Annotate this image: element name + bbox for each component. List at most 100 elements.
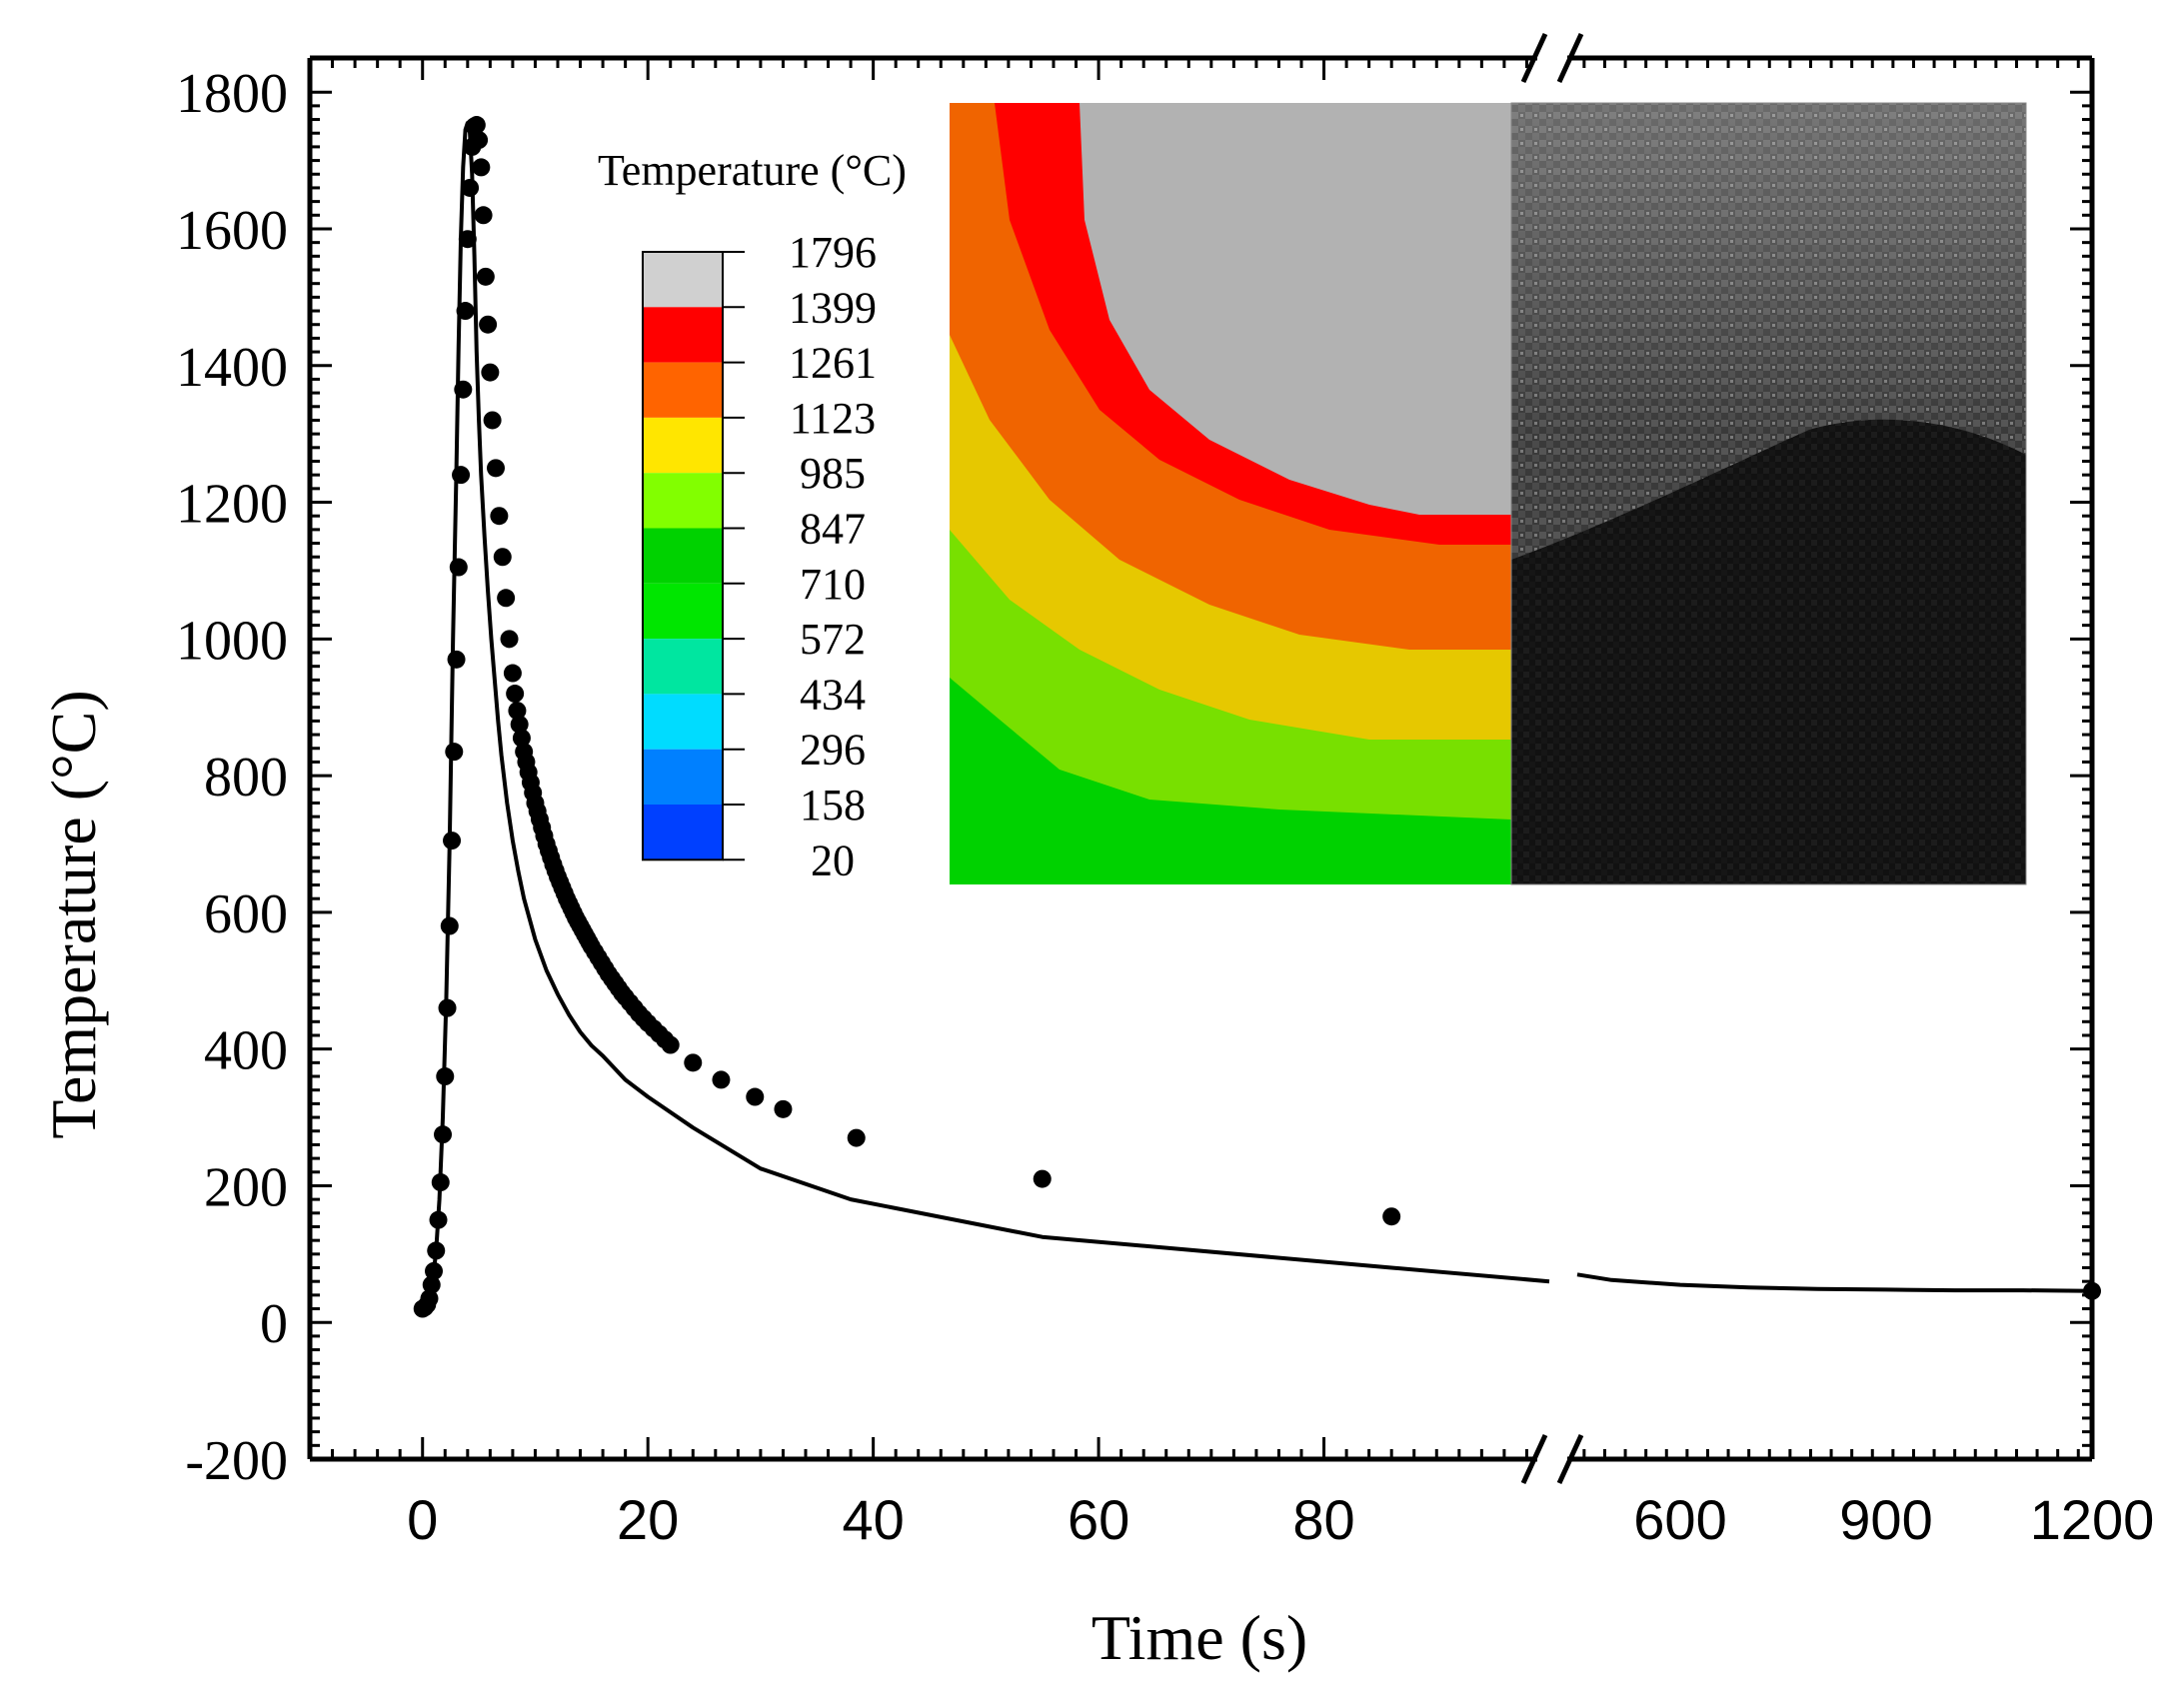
legend-value: 985 xyxy=(800,449,866,498)
data-point xyxy=(1382,1207,1401,1226)
legend-swatch xyxy=(643,362,723,418)
legend-swatch xyxy=(643,805,723,860)
legend-swatch xyxy=(643,252,723,308)
data-point xyxy=(470,131,489,150)
legend-swatch xyxy=(643,528,723,584)
data-point xyxy=(445,743,464,762)
legend-swatch xyxy=(643,583,723,640)
y-tick-label: 1000 xyxy=(176,610,288,672)
labels-group: Time (s) Temperature (°C) xyxy=(38,690,1307,1673)
data-point xyxy=(425,1261,443,1280)
x-axis-label: Time (s) xyxy=(1092,1602,1307,1673)
data-point xyxy=(452,466,471,485)
micrograph-dark-region xyxy=(1511,419,2026,884)
series-line-1 xyxy=(1576,1272,2093,1293)
data-point xyxy=(456,302,475,321)
axis-break-mark xyxy=(1520,32,1548,84)
data-point xyxy=(429,1210,448,1229)
data-point xyxy=(458,230,477,249)
micrograph-border xyxy=(1510,102,2027,885)
x-tick-label: 0 xyxy=(407,1488,438,1551)
legend-swatch xyxy=(643,417,723,474)
legend-value: 20 xyxy=(811,836,855,884)
x-tick-label: 80 xyxy=(1292,1488,1354,1551)
legend-value: 710 xyxy=(800,560,866,609)
data-point xyxy=(420,1289,439,1308)
y-tick-label: -200 xyxy=(185,1430,288,1492)
x-tick-label: 600 xyxy=(1633,1488,1726,1551)
x-tick-label: 20 xyxy=(617,1488,679,1551)
data-point xyxy=(479,315,498,334)
y-tick-label: 0 xyxy=(260,1293,288,1355)
series-line-0 xyxy=(421,121,1550,1311)
axis-break-mark xyxy=(1556,1433,1584,1485)
data-point xyxy=(510,715,529,734)
legend-value: 158 xyxy=(800,781,866,830)
y-tick-label: 1800 xyxy=(176,63,288,125)
data-point xyxy=(467,116,486,135)
data-point xyxy=(746,1087,765,1106)
data-point xyxy=(427,1241,446,1260)
legend-value: 1399 xyxy=(789,283,877,332)
axis-break-mark xyxy=(1520,1433,1548,1485)
data-point xyxy=(443,832,462,850)
data-point xyxy=(512,729,531,748)
legend-value: 847 xyxy=(800,505,866,554)
data-point xyxy=(436,1067,455,1086)
contour-band-gray xyxy=(1080,103,1511,515)
y-tick-label: 800 xyxy=(204,747,288,809)
data-point xyxy=(506,685,525,704)
legend-value: 1796 xyxy=(789,228,877,277)
legend-box xyxy=(642,251,724,861)
data-point xyxy=(712,1070,731,1089)
legend-value: 296 xyxy=(800,726,866,775)
y-tick-label: 600 xyxy=(204,883,288,945)
axes-group: -200 0 200 400 600 800 1000 1200 1400 1600 1800 0 20… xyxy=(176,32,2155,1551)
data-point xyxy=(493,548,512,567)
data-point xyxy=(434,1125,453,1144)
data-point xyxy=(438,998,457,1017)
data-point xyxy=(487,459,505,478)
data-point xyxy=(476,267,495,286)
axis-break-mark xyxy=(1556,32,1584,84)
y-tick-label: 200 xyxy=(204,1156,288,1218)
legend-value: 572 xyxy=(800,615,866,664)
data-point xyxy=(503,664,522,683)
legend-value: 434 xyxy=(800,670,866,719)
x-tick-label: 900 xyxy=(1839,1488,1932,1551)
x-tick-label: 40 xyxy=(842,1488,904,1551)
legend-swatch xyxy=(643,639,723,695)
legend-value: 1123 xyxy=(790,394,876,443)
data-point xyxy=(472,158,491,177)
x-tick-label: 1200 xyxy=(2030,1488,2155,1551)
data-point xyxy=(454,380,473,399)
data-point xyxy=(431,1173,450,1192)
y-tick-label: 400 xyxy=(204,1020,288,1082)
y-tick-label: 1400 xyxy=(176,337,288,399)
data-point xyxy=(684,1053,703,1072)
x-tick-label: 60 xyxy=(1068,1488,1129,1551)
y-axis-label: Temperature (°C) xyxy=(38,690,109,1138)
data-point xyxy=(490,507,509,526)
legend-swatch xyxy=(643,694,723,750)
data-point xyxy=(449,558,468,577)
data-point xyxy=(2083,1281,2101,1300)
curve-group xyxy=(421,121,2093,1311)
data-point xyxy=(447,650,466,669)
data-point xyxy=(461,178,480,197)
data-point xyxy=(474,206,493,225)
data-point xyxy=(500,630,519,649)
data-point xyxy=(1033,1169,1052,1188)
data-point xyxy=(847,1128,866,1147)
data-point xyxy=(440,916,459,935)
data-point xyxy=(661,1035,680,1054)
data-point xyxy=(422,1275,441,1294)
inset-figure: Temperature (°C) 1796 1399 1261 1123 985 847 71… xyxy=(598,102,2027,885)
legend-title: Temperature (°C) xyxy=(598,146,907,195)
markers-group xyxy=(413,116,2101,1318)
data-point xyxy=(497,589,516,608)
data-point xyxy=(483,411,502,430)
legend-swatch xyxy=(643,307,723,363)
data-point xyxy=(508,702,527,721)
